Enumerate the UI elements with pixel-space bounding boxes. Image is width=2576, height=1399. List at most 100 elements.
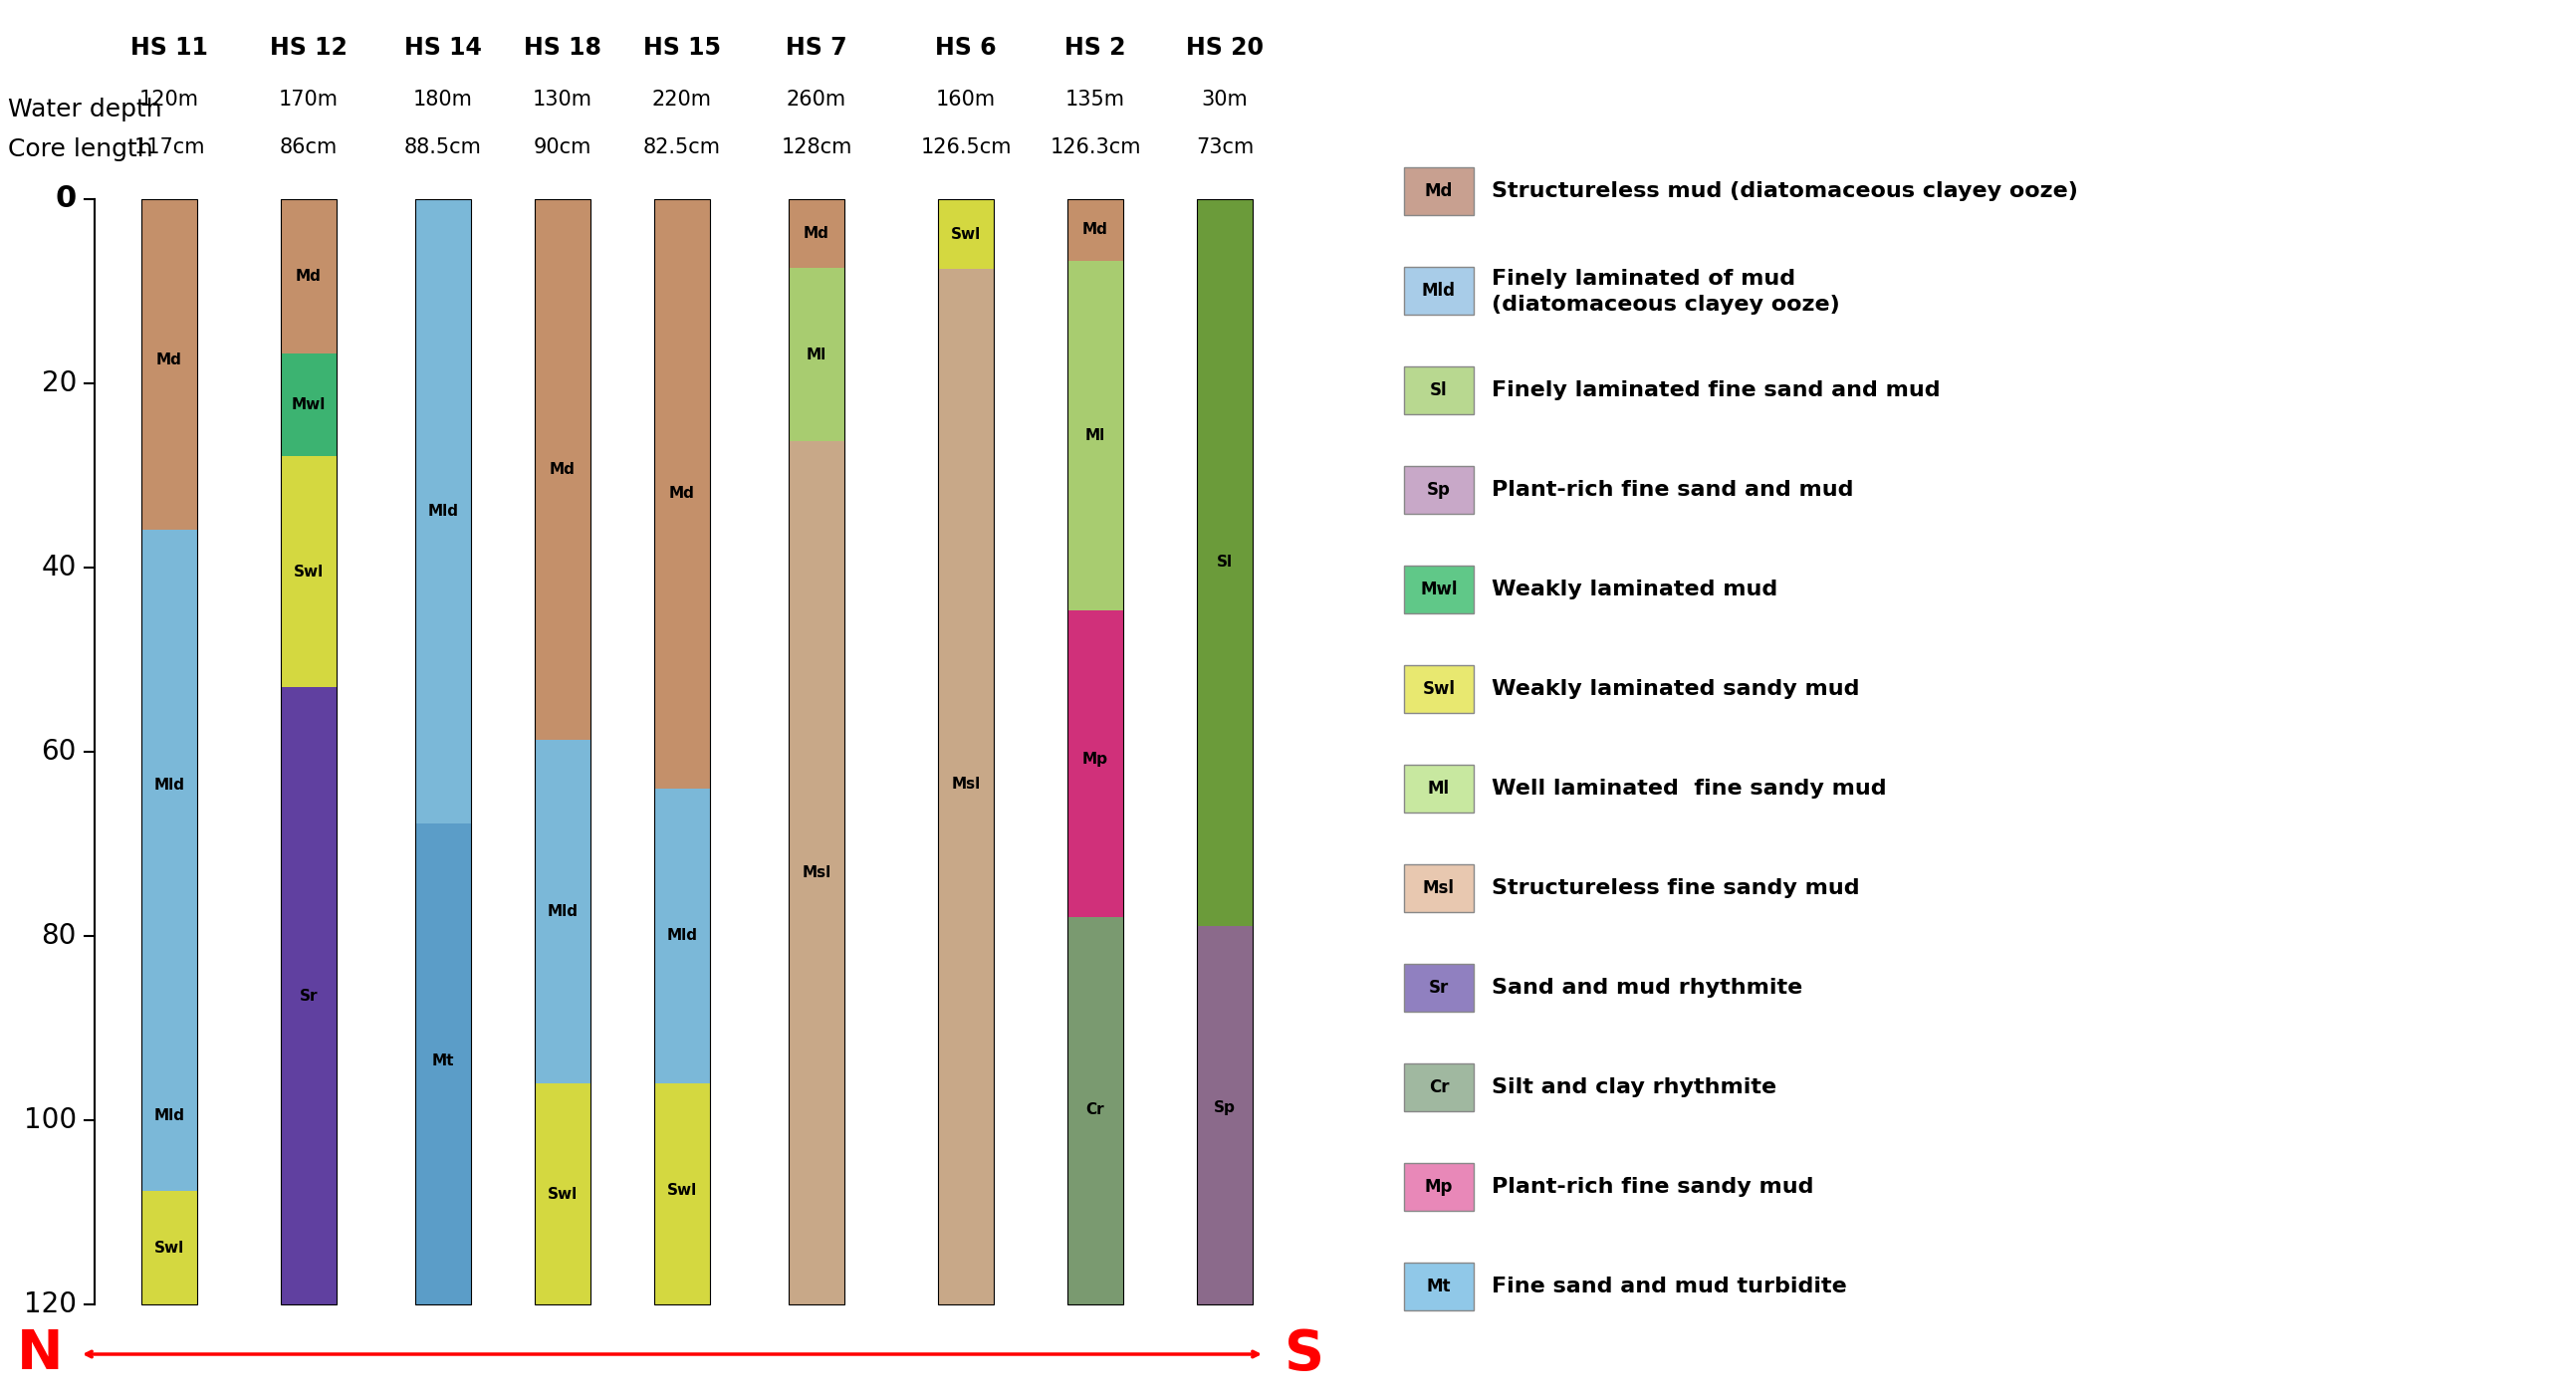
Text: 135m: 135m	[1066, 90, 1126, 109]
Text: Swl: Swl	[1422, 680, 1455, 698]
Bar	[1404, 1262, 1473, 1311]
Text: Mld: Mld	[155, 1108, 185, 1123]
Bar	[415, 199, 471, 824]
Text: HS 14: HS 14	[404, 36, 482, 60]
Text: 60: 60	[41, 737, 77, 765]
Text: Sp: Sp	[1427, 481, 1450, 499]
Text: 88.5cm: 88.5cm	[404, 137, 482, 157]
Bar	[142, 530, 198, 1191]
Text: 120m: 120m	[139, 90, 198, 109]
Bar	[654, 1083, 711, 1304]
Text: 260m: 260m	[786, 90, 848, 109]
Text: 40: 40	[41, 554, 77, 582]
Text: 117cm: 117cm	[134, 137, 206, 157]
Text: 80: 80	[41, 922, 77, 950]
Bar	[142, 1191, 198, 1304]
Bar	[1404, 466, 1473, 513]
Text: Plant-rich fine sandy mud: Plant-rich fine sandy mud	[1492, 1177, 1814, 1198]
Text: S: S	[1285, 1328, 1324, 1381]
Text: HS 12: HS 12	[270, 36, 348, 60]
Text: Md: Md	[157, 353, 183, 367]
Text: Swl: Swl	[549, 1186, 577, 1202]
Text: Structureless fine sandy mud: Structureless fine sandy mud	[1492, 879, 1860, 898]
Bar	[1066, 916, 1123, 1304]
Text: Mld: Mld	[546, 904, 577, 919]
Text: 30m: 30m	[1200, 90, 1247, 109]
Text: Msl: Msl	[801, 865, 832, 880]
Text: 170m: 170m	[278, 90, 337, 109]
Text: Mld: Mld	[155, 778, 185, 792]
Bar	[1198, 926, 1252, 1304]
Bar	[415, 824, 471, 1304]
Text: Water depth: Water depth	[8, 98, 162, 122]
Text: Msl: Msl	[1422, 879, 1455, 897]
Text: Well laminated  fine sandy mud: Well laminated fine sandy mud	[1492, 779, 1886, 799]
Bar	[788, 199, 845, 269]
Text: Mld: Mld	[667, 929, 698, 943]
Text: Swl: Swl	[294, 564, 325, 579]
Bar	[281, 199, 337, 354]
Text: 86cm: 86cm	[281, 137, 337, 157]
Bar	[1066, 199, 1123, 1304]
Text: Ml: Ml	[1084, 428, 1105, 443]
Text: Plant-rich fine sand and mud: Plant-rich fine sand and mud	[1492, 480, 1855, 499]
Text: Ml: Ml	[806, 347, 827, 362]
Bar	[281, 199, 337, 1304]
Bar	[1404, 168, 1473, 215]
Text: 90cm: 90cm	[533, 137, 592, 157]
Bar	[654, 789, 711, 1083]
Text: Mp: Mp	[1425, 1178, 1453, 1196]
Bar	[1404, 367, 1473, 414]
Text: Sp: Sp	[1213, 1100, 1236, 1115]
Bar	[536, 199, 590, 1304]
Text: Sr: Sr	[1430, 979, 1448, 996]
Bar	[1198, 199, 1252, 926]
Text: Msl: Msl	[951, 776, 981, 792]
Text: (diatomaceous clayey ooze): (diatomaceous clayey ooze)	[1492, 295, 1839, 315]
Text: HS 18: HS 18	[523, 36, 600, 60]
Bar	[938, 199, 994, 269]
Text: 73cm: 73cm	[1195, 137, 1255, 157]
Bar	[281, 687, 337, 1304]
Text: Weakly laminated mud: Weakly laminated mud	[1492, 579, 1777, 599]
Text: Swl: Swl	[155, 1241, 185, 1255]
Text: Md: Md	[1082, 222, 1108, 238]
Bar	[1066, 610, 1123, 916]
Text: Md: Md	[804, 227, 829, 241]
Bar	[536, 1083, 590, 1304]
Text: 128cm: 128cm	[781, 137, 853, 157]
Text: Silt and clay rhythmite: Silt and clay rhythmite	[1492, 1077, 1777, 1097]
Text: Cr: Cr	[1430, 1079, 1450, 1097]
Text: Weakly laminated sandy mud: Weakly laminated sandy mud	[1492, 679, 1860, 700]
Bar	[654, 199, 711, 789]
Bar	[281, 456, 337, 687]
Text: HS 6: HS 6	[935, 36, 997, 60]
Bar	[938, 199, 994, 1304]
Text: Mt: Mt	[1427, 1277, 1450, 1295]
Text: Mld: Mld	[1422, 281, 1455, 299]
Text: Core length: Core length	[8, 137, 152, 161]
Text: 160m: 160m	[935, 90, 997, 109]
Text: Mt: Mt	[433, 1053, 453, 1069]
Bar	[1404, 964, 1473, 1011]
Text: Swl: Swl	[951, 227, 981, 242]
Text: HS 15: HS 15	[644, 36, 721, 60]
Text: Mld: Mld	[428, 504, 459, 519]
Text: Mp: Mp	[1082, 751, 1108, 767]
Text: 126.3cm: 126.3cm	[1051, 137, 1141, 157]
Bar	[281, 354, 337, 456]
Text: Sand and mud rhythmite: Sand and mud rhythmite	[1492, 978, 1803, 997]
Bar	[788, 199, 845, 1304]
Bar	[1066, 199, 1123, 260]
Text: 0: 0	[57, 185, 77, 214]
Text: 220m: 220m	[652, 90, 711, 109]
Text: Cr: Cr	[1087, 1102, 1105, 1116]
Bar	[654, 199, 711, 1304]
Text: Finely laminated fine sand and mud: Finely laminated fine sand and mud	[1492, 381, 1940, 400]
Bar	[788, 269, 845, 441]
Text: Fine sand and mud turbidite: Fine sand and mud turbidite	[1492, 1276, 1847, 1297]
Text: N: N	[15, 1328, 62, 1381]
Bar	[142, 199, 198, 530]
Bar	[1198, 199, 1252, 1304]
Text: HS 20: HS 20	[1185, 36, 1265, 60]
